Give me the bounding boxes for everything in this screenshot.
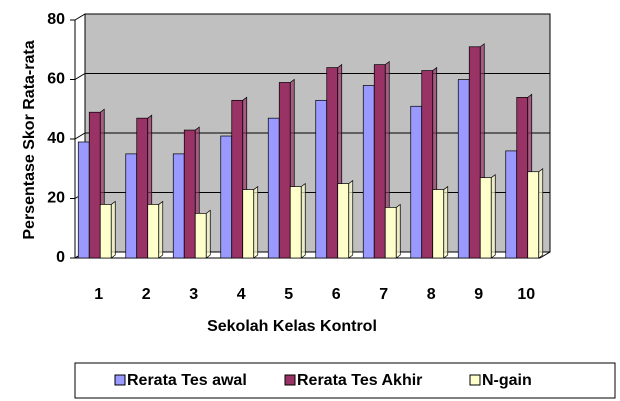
bar-side bbox=[348, 179, 354, 259]
x-tick-label: 4 bbox=[237, 286, 246, 303]
y-tick-label: 60 bbox=[47, 71, 65, 88]
y-tick-label: 40 bbox=[47, 130, 65, 147]
legend-label: N-gain bbox=[482, 372, 532, 389]
x-axis-label: Sekolah Kelas Kontrol bbox=[207, 318, 377, 335]
x-tick-label: 9 bbox=[474, 286, 483, 303]
bar bbox=[172, 153, 185, 259]
y-tick-label: 80 bbox=[47, 11, 65, 28]
bar bbox=[278, 82, 291, 259]
x-tick-label: 6 bbox=[332, 286, 341, 303]
grid-line bbox=[74, 132, 550, 140]
x-tick-label: 5 bbox=[284, 286, 293, 303]
bar bbox=[88, 111, 101, 259]
bar-side bbox=[490, 173, 496, 259]
bar bbox=[527, 171, 540, 259]
x-tick-label: 1 bbox=[94, 286, 103, 303]
bar bbox=[410, 105, 423, 259]
bar bbox=[183, 129, 196, 259]
grid-line bbox=[74, 13, 550, 21]
legend-swatch bbox=[284, 374, 296, 386]
legend-label: Rerata Tes awal bbox=[127, 372, 247, 389]
legend-swatch bbox=[469, 374, 481, 386]
bar bbox=[289, 186, 302, 259]
legend-label: Rerata Tes Akhir bbox=[297, 372, 422, 389]
bar bbox=[432, 189, 445, 259]
legend-box bbox=[74, 362, 616, 399]
bar bbox=[99, 204, 112, 259]
bar bbox=[147, 204, 160, 259]
bar bbox=[315, 99, 328, 259]
grid-line bbox=[74, 73, 550, 80]
bar bbox=[468, 46, 481, 259]
bar-side bbox=[443, 185, 449, 259]
bar bbox=[326, 67, 339, 259]
bar bbox=[505, 150, 518, 259]
x-tick-label: 10 bbox=[517, 286, 535, 303]
x-tick-label: 2 bbox=[142, 286, 151, 303]
y-tick-label: 0 bbox=[56, 249, 65, 266]
bar bbox=[77, 141, 90, 259]
bar bbox=[267, 117, 280, 259]
x-tick-label: 3 bbox=[189, 286, 198, 303]
bar-side bbox=[538, 168, 544, 259]
x-axis-depth bbox=[539, 251, 551, 259]
x-tick-label: 7 bbox=[379, 286, 388, 303]
bar bbox=[136, 117, 149, 259]
bar-side bbox=[110, 200, 116, 259]
bar bbox=[516, 96, 529, 259]
bar-side bbox=[205, 209, 211, 259]
bar bbox=[384, 207, 397, 259]
bar-side bbox=[253, 185, 259, 259]
bar bbox=[373, 64, 386, 259]
x-tick-label: 8 bbox=[427, 286, 436, 303]
bar bbox=[421, 70, 434, 259]
y-axis-label: Persentase Skor Rata-rata bbox=[21, 40, 38, 239]
bar bbox=[457, 79, 470, 259]
bar bbox=[242, 189, 255, 259]
bar bbox=[231, 99, 244, 259]
bar bbox=[479, 177, 492, 259]
bar bbox=[362, 85, 375, 259]
bar bbox=[220, 135, 233, 259]
legend-swatch bbox=[114, 374, 126, 386]
bar bbox=[125, 153, 138, 259]
bar-side bbox=[395, 203, 401, 259]
y-tick-label: 20 bbox=[47, 190, 65, 207]
bar-side bbox=[300, 182, 306, 259]
bar bbox=[194, 213, 207, 259]
bar bbox=[337, 183, 350, 259]
bar-side bbox=[158, 200, 164, 259]
